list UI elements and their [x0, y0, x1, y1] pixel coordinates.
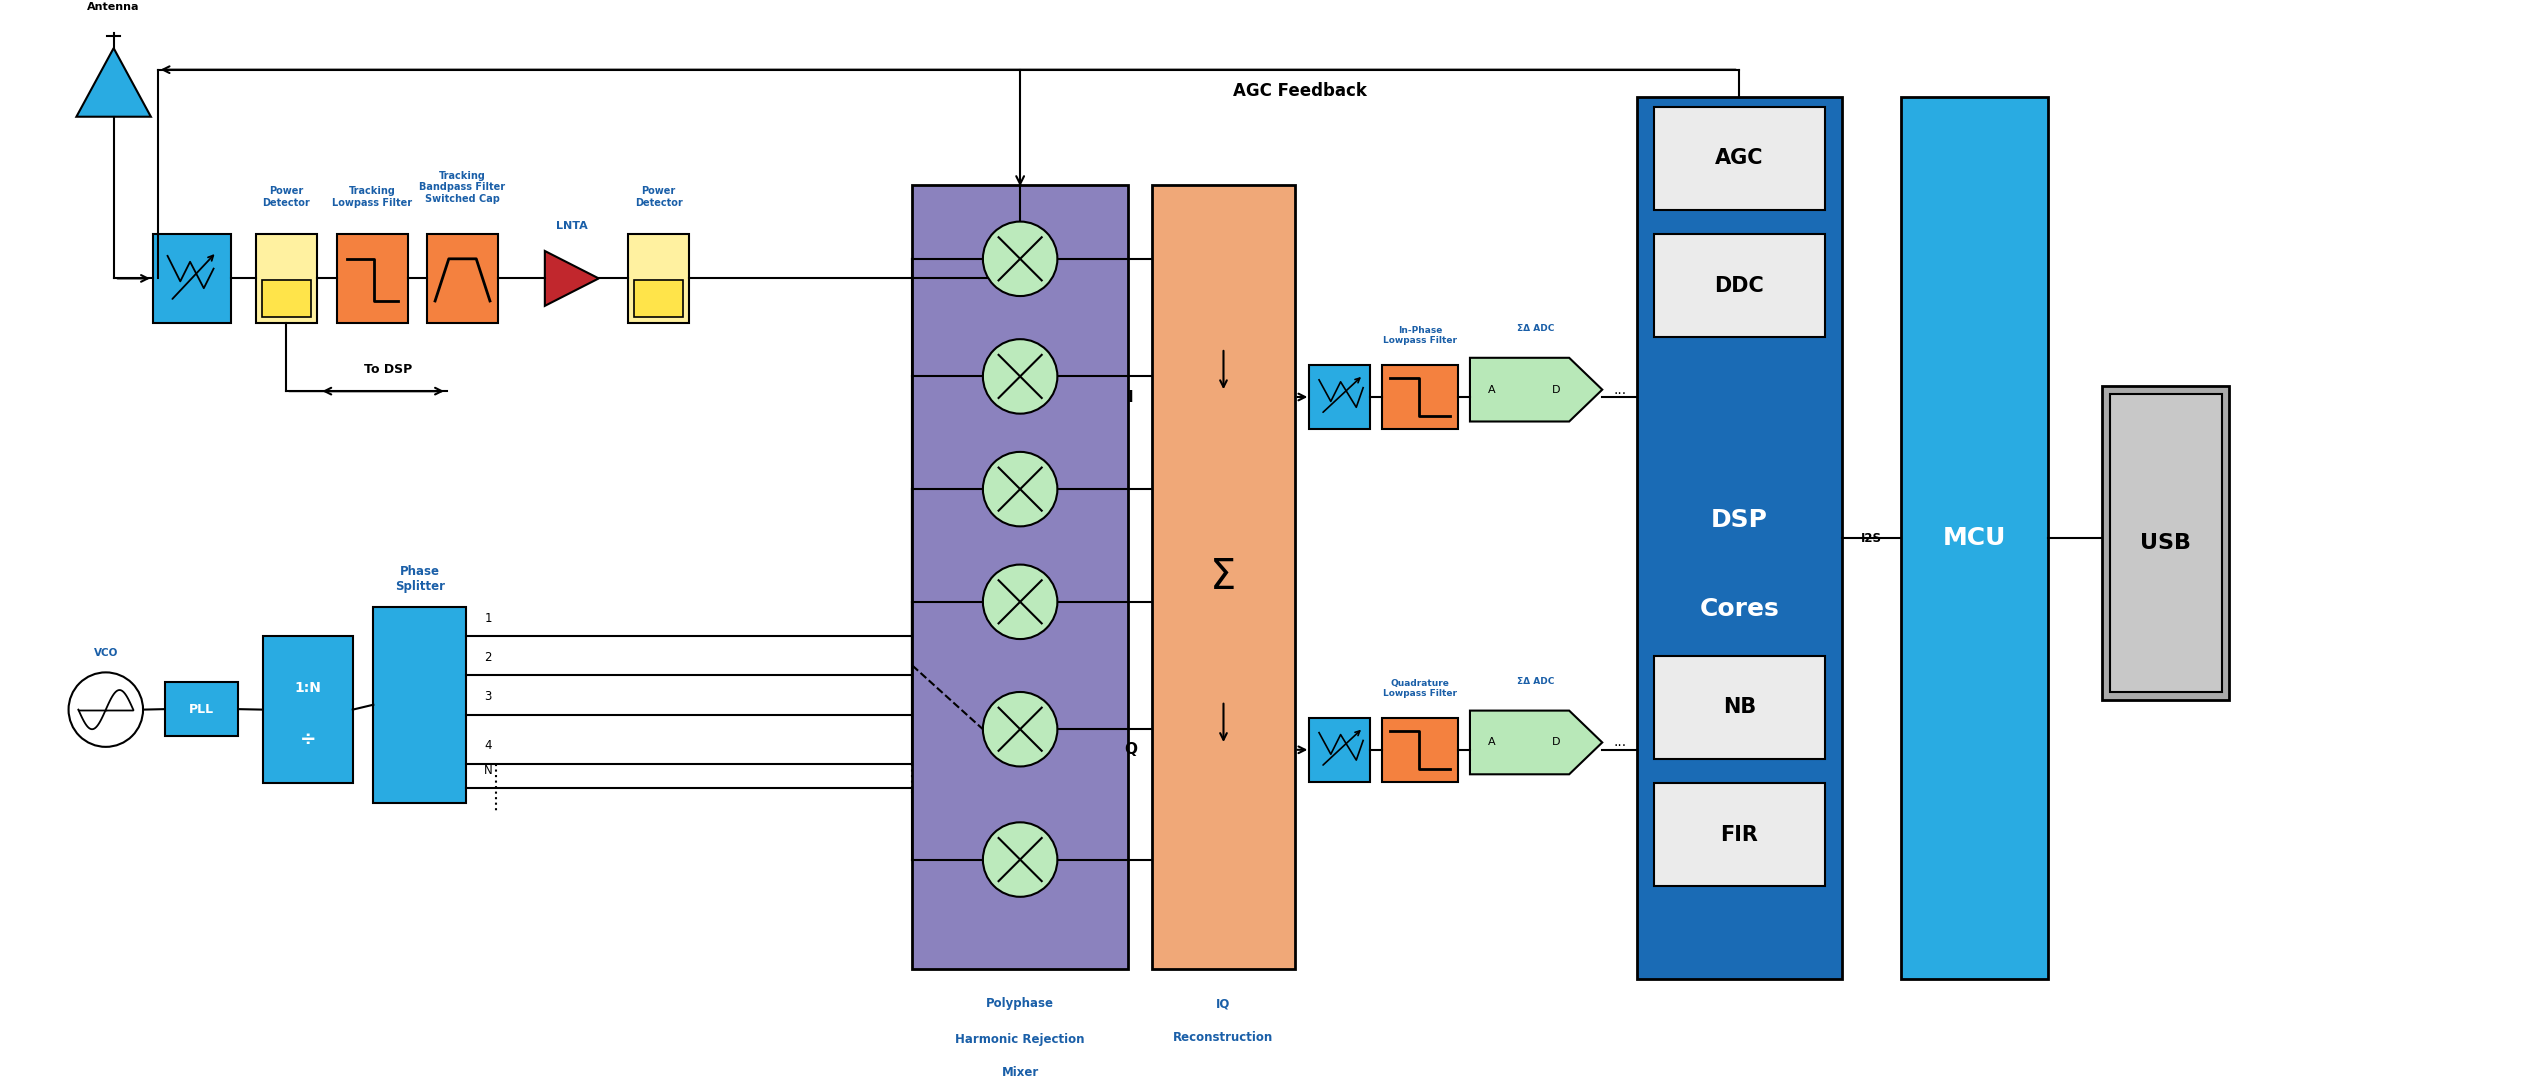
- Text: Tracking
Lowpass Filter: Tracking Lowpass Filter: [333, 186, 412, 208]
- Text: In-Phase
Lowpass Filter: In-Phase Lowpass Filter: [1384, 326, 1458, 346]
- Text: Phase
Splitter: Phase Splitter: [394, 566, 445, 593]
- Bar: [2101, 386, 2229, 700]
- Text: DDC: DDC: [1715, 275, 1766, 296]
- Text: A: A: [1488, 385, 1496, 395]
- Bar: [913, 185, 1127, 969]
- Text: D: D: [1552, 385, 1559, 395]
- Text: ...: ...: [1613, 735, 1626, 750]
- Bar: [262, 280, 310, 317]
- Bar: [153, 234, 232, 322]
- Text: Polyphase: Polyphase: [987, 997, 1053, 1010]
- Polygon shape: [1470, 710, 1603, 775]
- Bar: [427, 234, 499, 322]
- Polygon shape: [544, 251, 598, 306]
- Text: I2S: I2S: [1862, 532, 1883, 545]
- Bar: [374, 607, 466, 803]
- Circle shape: [69, 672, 142, 746]
- Text: A: A: [1488, 738, 1496, 747]
- Text: AGC Feedback: AGC Feedback: [1231, 83, 1366, 100]
- Text: 1:N: 1:N: [295, 681, 321, 694]
- Text: NB: NB: [1722, 697, 1755, 717]
- Text: PLL: PLL: [188, 703, 214, 716]
- Circle shape: [982, 823, 1058, 897]
- Bar: [2109, 394, 2221, 692]
- Text: Cores: Cores: [1699, 596, 1778, 620]
- Text: MCU: MCU: [1944, 527, 2007, 551]
- Circle shape: [982, 339, 1058, 413]
- Text: Reconstruction: Reconstruction: [1173, 1031, 1275, 1044]
- Text: D: D: [1552, 738, 1559, 747]
- Text: 1: 1: [483, 611, 491, 625]
- Bar: [1310, 718, 1371, 781]
- Text: Antenna: Antenna: [86, 2, 140, 12]
- Text: Quadrature
Lowpass Filter: Quadrature Lowpass Filter: [1384, 679, 1458, 698]
- Text: I: I: [1127, 390, 1135, 405]
- Text: VCO: VCO: [94, 647, 117, 658]
- Circle shape: [982, 452, 1058, 527]
- Bar: [1381, 366, 1458, 429]
- Text: AGC: AGC: [1715, 148, 1763, 169]
- Bar: [1152, 185, 1295, 969]
- Text: To DSP: To DSP: [364, 363, 412, 376]
- Text: N: N: [483, 764, 494, 777]
- Text: Power
Detector: Power Detector: [262, 186, 310, 208]
- Text: Power
Detector: Power Detector: [633, 186, 682, 208]
- Text: ÷: ÷: [300, 730, 315, 749]
- Text: 3: 3: [483, 691, 491, 703]
- Bar: [336, 234, 407, 322]
- Circle shape: [982, 565, 1058, 639]
- Bar: [1654, 234, 1824, 337]
- Text: IQ: IQ: [1216, 997, 1231, 1010]
- Text: DSP: DSP: [1712, 508, 1768, 532]
- Text: ΣΔ ADC: ΣΔ ADC: [1516, 677, 1554, 687]
- Text: ΣΔ ADC: ΣΔ ADC: [1516, 324, 1554, 333]
- Bar: [1654, 656, 1824, 758]
- Circle shape: [982, 222, 1058, 296]
- Text: USB: USB: [2140, 533, 2190, 553]
- Bar: [628, 234, 689, 322]
- Circle shape: [982, 692, 1058, 766]
- Text: Mixer: Mixer: [1002, 1066, 1038, 1078]
- Text: Tracking
Bandpass Filter
Switched Cap: Tracking Bandpass Filter Switched Cap: [420, 171, 506, 203]
- Bar: [1310, 366, 1371, 429]
- Text: LNTA: LNTA: [557, 222, 588, 232]
- Polygon shape: [76, 48, 150, 116]
- Bar: [1654, 107, 1824, 210]
- Text: Harmonic Rejection: Harmonic Rejection: [957, 1034, 1084, 1047]
- Bar: [633, 280, 682, 317]
- Text: ...: ...: [1613, 383, 1626, 397]
- Text: 2: 2: [483, 652, 491, 664]
- Bar: [1636, 97, 1842, 979]
- Bar: [1654, 783, 1824, 886]
- Text: Σ: Σ: [1211, 556, 1236, 598]
- Polygon shape: [1470, 358, 1603, 421]
- Bar: [257, 234, 315, 322]
- Text: FIR: FIR: [1720, 825, 1758, 844]
- Text: Q: Q: [1124, 742, 1137, 757]
- Bar: [1381, 718, 1458, 781]
- Bar: [165, 682, 239, 737]
- Bar: [1900, 97, 2048, 979]
- Text: 4: 4: [483, 740, 491, 753]
- Bar: [262, 636, 354, 783]
